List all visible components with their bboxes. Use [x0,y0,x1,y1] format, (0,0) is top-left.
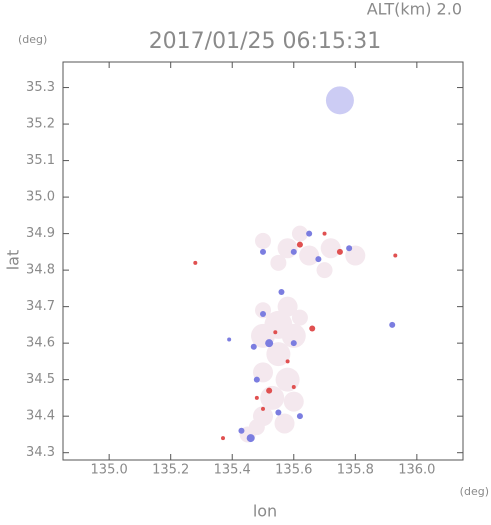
data-point [253,376,260,383]
data-point [389,321,396,328]
data-point [320,238,341,259]
data-point [250,343,257,350]
y-unit: (deg) [18,33,47,46]
data-point [322,231,327,236]
y-tick-label: 35.0 [26,190,55,205]
y-tick-label: 34.8 [26,263,55,278]
y-tick-label: 34.3 [26,445,55,460]
data-point [278,289,285,296]
data-point [291,225,308,242]
data-point [393,253,398,258]
data-point [325,86,354,115]
subtitle: ALT(km) 2.0 [367,0,462,19]
data-point [277,296,298,317]
data-point [296,241,303,248]
data-point [266,387,273,394]
data-point [266,342,291,367]
data-point [193,260,198,265]
x-axis-label: lon [253,502,277,521]
data-point [275,409,282,416]
data-point [283,391,304,412]
data-point [346,245,353,252]
plot-frame [62,61,464,461]
data-point [246,434,255,443]
y-tick-label: 34.9 [26,226,55,241]
y-tick-label: 34.7 [26,299,55,314]
data-point [255,232,271,249]
data-point [299,245,320,266]
data-point [296,413,303,420]
plot-area [193,86,398,443]
y-tick-label: 35.2 [26,117,55,132]
x-tick-label: 135.4 [214,463,251,478]
data-point [290,340,297,347]
chart-title: 2017/01/25 06:15:31 [149,29,382,54]
data-point [336,248,343,255]
y-tick-label: 34.6 [26,336,55,351]
data-point [227,337,232,342]
y-tick-label: 34.4 [26,409,55,424]
data-point [260,248,266,255]
data-point [260,385,285,410]
data-point [273,330,278,335]
data-point [221,436,225,441]
data-point [255,302,271,319]
data-point [315,256,322,263]
data-point [281,323,306,348]
y-tick-label: 35.3 [26,80,55,95]
data-point [290,248,297,255]
data-point [238,427,245,434]
y-axis-label: lat [4,250,23,271]
x-tick-label: 136.0 [398,463,435,478]
data-point [254,395,259,400]
x-tick-label: 135.8 [337,463,374,478]
data-point [274,413,295,434]
data-point [316,262,333,279]
y-tick-label: 35.1 [26,153,55,168]
data-point [291,309,308,326]
data-point [309,325,316,332]
data-point [260,310,266,317]
data-point [291,384,296,389]
x-tick-label: 135.6 [275,463,312,478]
x-tick-label: 135.2 [152,463,189,478]
data-point [285,359,290,364]
x-unit: (deg) [460,485,489,498]
data-point [265,339,274,348]
x-tick-label: 135.0 [91,463,128,478]
data-point [275,367,300,392]
y-tick-label: 34.5 [26,372,55,387]
data-point [261,406,265,411]
data-point [306,230,313,237]
data-point [270,254,287,271]
